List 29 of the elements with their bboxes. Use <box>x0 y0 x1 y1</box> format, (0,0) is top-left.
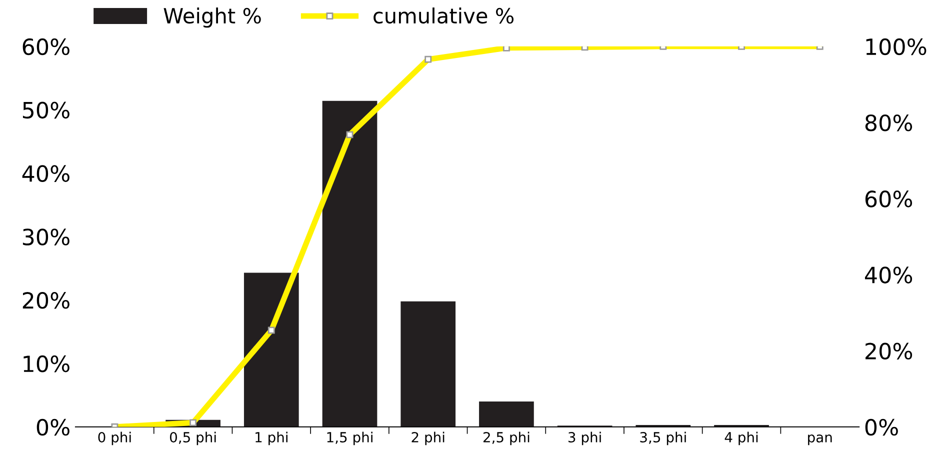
x-tick-label: pan <box>808 434 832 446</box>
y2-tick-label: 20% <box>866 342 912 360</box>
y2-tick-label: 60% <box>865 190 912 208</box>
x-tick-label: 2 phi <box>412 432 444 446</box>
y-tick-label: 40% <box>22 165 70 182</box>
bar <box>322 100 378 427</box>
legend-label: cumulative % <box>374 7 514 24</box>
x-tick-label: 1,5 phi <box>327 432 372 446</box>
legend-label: Weight % <box>164 7 261 28</box>
y2-tick-label: 100% <box>866 38 926 56</box>
bar <box>400 301 456 427</box>
x-tick-label: 0,5 phi <box>170 432 216 446</box>
x-tick-label: 3 phi <box>568 432 601 446</box>
x-tick-label: 4 phi <box>724 432 758 446</box>
y-tick-label: 60% <box>22 38 70 56</box>
bar <box>244 272 299 427</box>
y-tick-label: 20% <box>22 292 70 309</box>
x-tick-label: 2,5 phi <box>483 432 530 446</box>
y-tick-label: 0% <box>36 418 70 436</box>
y-tick-label: 30% <box>22 228 70 246</box>
y2-tick-label: 0% <box>865 418 898 436</box>
y2-tick-label: 40% <box>864 266 912 284</box>
x-tick-label: 3,5 phi <box>640 432 686 446</box>
x-tick-label: 0 phi <box>98 432 131 446</box>
bar <box>479 402 534 427</box>
x-tick-label: 1 phi <box>256 432 288 446</box>
y-tick-label: 50% <box>22 102 70 119</box>
y2-tick-label: 80% <box>865 114 912 132</box>
y-tick-label: 10% <box>24 355 70 372</box>
